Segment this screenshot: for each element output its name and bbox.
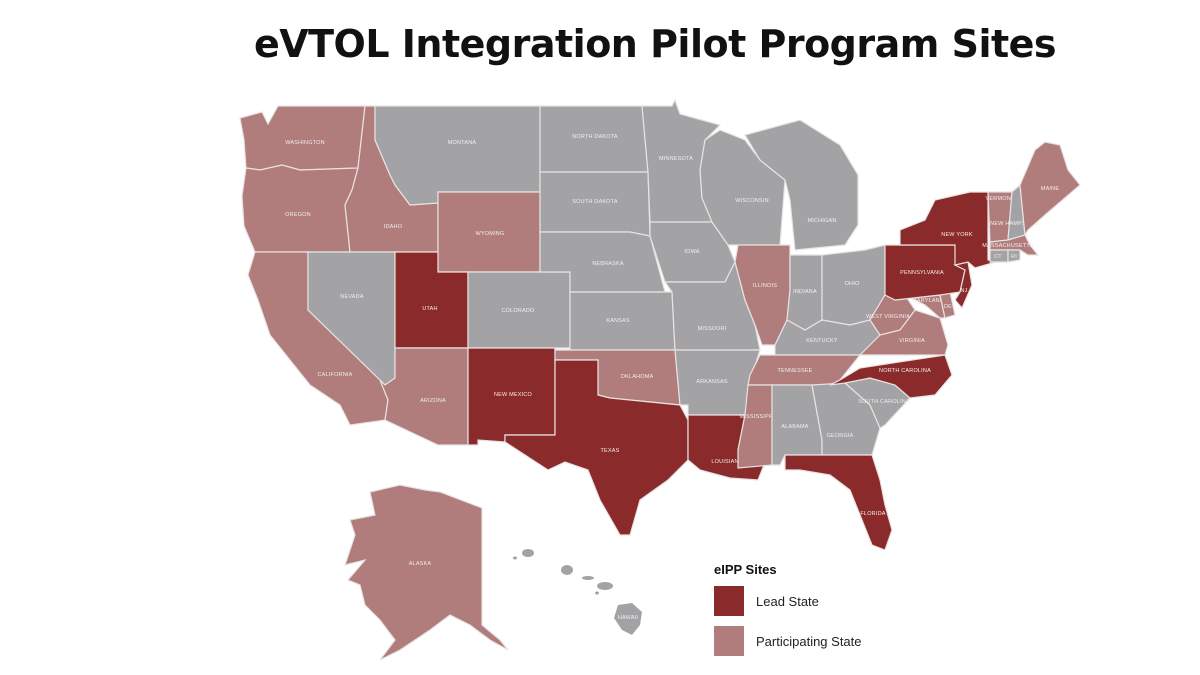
legend-label-participating: Participating State — [756, 633, 862, 649]
state-label-ohio: OHIO — [845, 281, 860, 287]
state-label-alaska: ALASKA — [409, 561, 432, 567]
state-label-illinois: ILLINOIS — [753, 283, 777, 289]
state-label-florida: FLORIDA — [860, 511, 885, 517]
state-north-carolina[interactable] — [829, 354, 953, 399]
state-label-west-virginia: WEST VIRGINIA — [866, 314, 910, 320]
state-label-iowa: IOWA — [684, 249, 699, 255]
state-michigan[interactable] — [744, 119, 859, 251]
participating-state-swatch — [714, 626, 744, 656]
state-label-minnesota: MINNESOTA — [659, 156, 693, 162]
legend-item-lead: Lead State — [714, 585, 862, 617]
state-label-california: CALIFORNIA — [317, 372, 352, 378]
legend-item-participating: Participating State — [714, 625, 862, 657]
state-label-delaware: DE — [944, 304, 952, 310]
state-label-arizona: ARIZONA — [420, 398, 446, 404]
state-label-indiana: INDIANA — [793, 289, 817, 295]
state-label-kentucky: KENTUCKY — [806, 338, 838, 344]
state-label-tennessee: TENNESSEE — [777, 368, 812, 374]
state-label-north-carolina: NORTH CAROLINA — [879, 368, 931, 374]
state-label-louisiana: LOUISIANA — [711, 459, 742, 465]
state-label-idaho: IDAHO — [384, 224, 403, 230]
state-montana[interactable] — [374, 105, 541, 206]
legend-title: eIPP Sites — [714, 562, 777, 577]
state-label-texas: TEXAS — [600, 448, 619, 454]
state-label-wisconsin: WISCONSIN — [735, 198, 769, 204]
state-label-new-jersey: NJ — [960, 288, 967, 294]
state-label-nevada: NEVADA — [340, 294, 364, 300]
state-label-south-dakota: SOUTH DAKOTA — [572, 199, 618, 205]
state-label-utah: UTAH — [422, 306, 437, 312]
state-label-nebraska: NEBRASKA — [592, 261, 624, 267]
state-oregon[interactable] — [241, 164, 359, 253]
state-label-rhode-island: RI — [1011, 254, 1017, 260]
state-label-alabama: ALABAMA — [781, 424, 809, 430]
state-label-maine: MAINE — [1041, 186, 1060, 192]
state-hawaii[interactable] — [513, 549, 642, 635]
state-label-michigan: MICHIGAN — [807, 218, 836, 224]
state-label-massachusetts: MASSACHUSETTS — [982, 243, 1034, 249]
map-title: eVTOL Integration Pilot Program Sites — [253, 22, 1057, 66]
state-maine[interactable] — [1019, 141, 1081, 237]
state-label-oregon: OREGON — [285, 212, 311, 218]
lead-state-swatch — [714, 586, 744, 616]
state-label-kansas: KANSAS — [606, 318, 630, 324]
state-label-wyoming: WYOMING — [476, 231, 505, 237]
state-label-arkansas: ARKANSAS — [696, 379, 728, 385]
legend-label-lead: Lead State — [756, 593, 819, 609]
state-label-maryland: MARYLAND — [912, 298, 944, 304]
state-washington[interactable] — [239, 105, 366, 171]
state-label-oklahoma: OKLAHOMA — [621, 374, 654, 380]
state-alaska[interactable] — [344, 484, 509, 661]
state-label-virginia: VIRGINIA — [899, 338, 925, 344]
state-texas[interactable] — [504, 359, 689, 536]
map-legend: eIPP Sites Lead State Participating Stat… — [714, 562, 862, 665]
state-label-new-hampshire: NEW HAMPSHIRE — [990, 221, 1040, 227]
state-label-vermont: VERMONT — [986, 196, 1015, 202]
state-rhode-island[interactable] — [1007, 249, 1021, 263]
state-label-new-mexico: NEW MEXICO — [494, 392, 533, 398]
state-label-new-york: NEW YORK — [941, 232, 973, 238]
state-label-montana: MONTANA — [448, 140, 477, 146]
state-florida[interactable] — [784, 454, 893, 551]
state-label-north-dakota: NORTH DAKOTA — [572, 134, 618, 140]
state-label-pennsylvania: PENNSYLVANIA — [900, 270, 944, 276]
state-label-mississippi: MISSISSIPPI — [740, 414, 775, 420]
state-new-jersey[interactable] — [953, 261, 973, 310]
state-label-colorado: COLORADO — [501, 308, 535, 314]
state-label-south-carolina: SOUTH CAROLINA — [858, 399, 910, 405]
state-label-washington: WASHINGTON — [285, 140, 325, 146]
state-label-connecticut: CT — [994, 254, 1002, 260]
state-label-georgia: GEORGIA — [826, 433, 853, 439]
state-label-hawaii: HAWAII — [618, 615, 639, 621]
state-label-missouri: MISSOURI — [698, 326, 727, 332]
